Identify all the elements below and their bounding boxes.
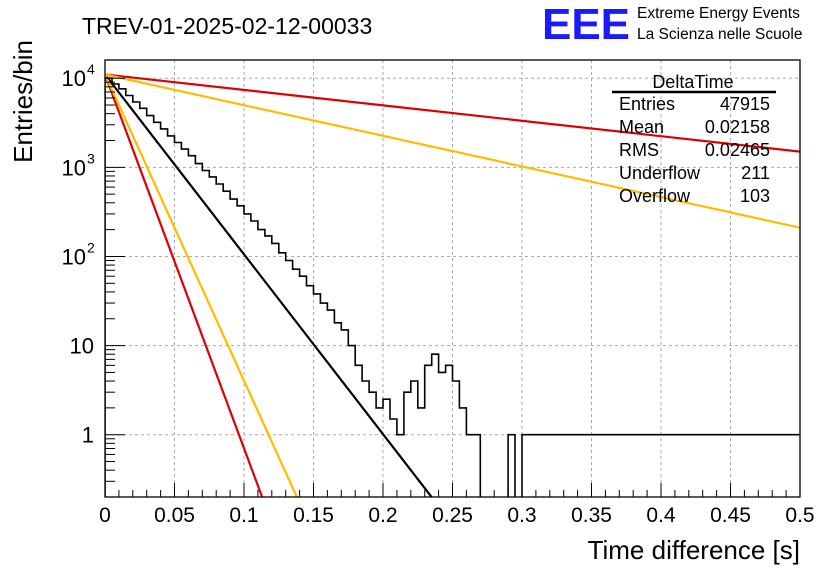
stats-label-overflow: Overflow	[619, 186, 691, 206]
fit-line-2	[105, 74, 298, 497]
logo-line1: Extreme Energy Events	[637, 5, 800, 22]
stats-label-mean: Mean	[619, 117, 664, 137]
histogram	[105, 77, 800, 497]
x-axis-title: Time difference [s]	[588, 535, 800, 565]
fit-line-4	[105, 73, 800, 229]
y-tick-label: 10	[62, 155, 86, 180]
stats-title: DeltaTime	[652, 72, 733, 92]
y-tick-exponent: 2	[87, 239, 95, 255]
stats-label-rms: RMS	[619, 140, 659, 160]
stats-value-mean: 0.02158	[705, 117, 770, 137]
x-tick-label: 0.3	[507, 504, 536, 527]
eee-logo: EEE Extreme Energy Events La Scienza nel…	[542, 0, 802, 49]
x-tick-label: 0.05	[154, 504, 195, 527]
stats-label-entries: Entries	[619, 94, 675, 114]
histogram-steps	[105, 77, 800, 497]
stats-box: DeltaTime Entries 47915 Mean 0.02158 RMS…	[612, 72, 776, 206]
x-tick-label: 0.35	[571, 504, 612, 527]
y-tick-exponent: 3	[87, 150, 95, 166]
stats-value-rms: 0.02465	[705, 140, 770, 160]
y-tick-exponent: 4	[87, 61, 95, 77]
x-tick-labels: 0 0.05 0.1 0.15 0.2 0.25 0.3 0.35 0.4 0.45 0.5	[99, 504, 814, 527]
fit-line-0	[105, 73, 433, 497]
y-axis-title: Entries/bin	[8, 40, 38, 163]
fit-line-3	[105, 73, 800, 153]
x-tick-label: 0.4	[646, 504, 676, 527]
stats-value-underflow: 211	[741, 163, 770, 183]
fit-line-1	[105, 74, 264, 497]
x-tick-label: 0.45	[710, 504, 751, 527]
x-tick-label: 0.1	[229, 504, 258, 527]
y-tick-label: 1	[82, 423, 94, 448]
x-tick-label: 0	[99, 504, 111, 527]
y-tick-label: 10	[62, 66, 86, 91]
stats-value-entries: 47915	[720, 94, 770, 114]
grid-lines	[105, 60, 800, 497]
logo-letters: EEE	[542, 0, 630, 49]
x-tick-label: 0.2	[368, 504, 397, 527]
x-tick-label: 0.15	[293, 504, 334, 527]
stats-value-overflow: 103	[740, 186, 770, 206]
x-tick-label: 0.5	[785, 504, 814, 527]
run-title: TREV-01-2025-02-12-00033	[82, 13, 372, 39]
y-tick-label: 10	[70, 334, 94, 359]
axis-ticks	[104, 77, 801, 497]
stats-label-underflow: Underflow	[619, 163, 701, 183]
y-tick-label: 10	[62, 244, 86, 269]
x-tick-label: 0.25	[432, 504, 473, 527]
logo-line2: La Scienza nelle Scuole	[637, 26, 802, 43]
fit-lines	[105, 73, 800, 497]
